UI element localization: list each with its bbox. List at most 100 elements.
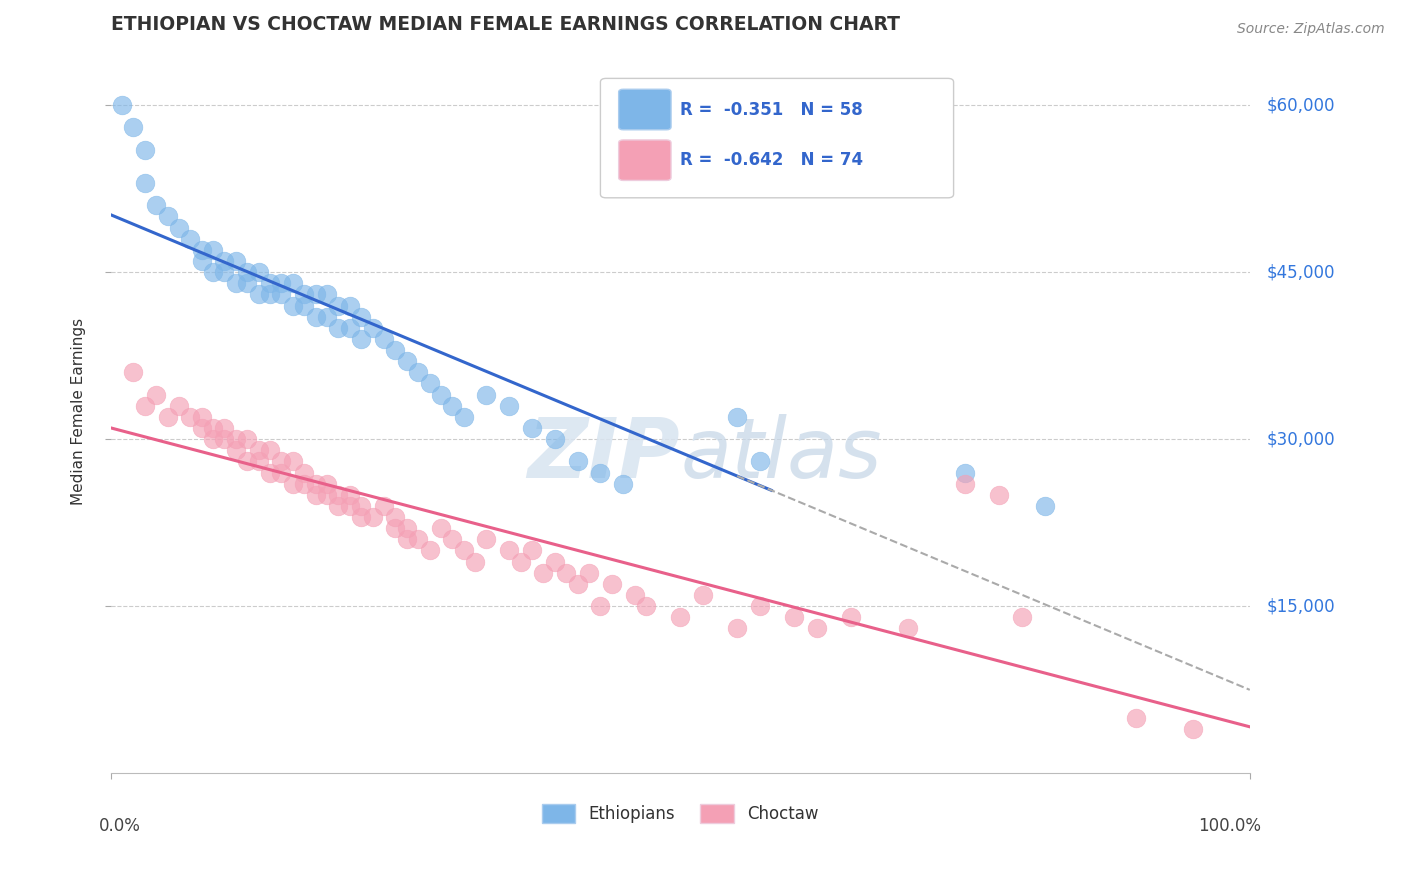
Point [339,320,361,334]
Point [236,265,259,279]
Point [578,566,600,580]
Point [1125,710,1147,724]
Text: ETHIOPIAN VS CHOCTAW MEDIAN FEMALE EARNINGS CORRELATION CHART: ETHIOPIAN VS CHOCTAW MEDIAN FEMALE EARNI… [111,15,900,34]
Point [214,254,236,268]
Point [748,454,770,468]
Point [259,287,281,301]
Point [202,243,225,257]
Point [419,543,441,558]
Point [270,277,292,291]
Point [544,555,567,569]
Point [441,399,464,413]
Point [395,354,418,368]
Point [167,399,190,413]
Point [430,521,453,535]
Point [190,421,212,435]
Text: R =  -0.351   N = 58: R = -0.351 N = 58 [681,101,863,119]
Point [361,320,384,334]
Point [259,443,281,458]
Point [190,254,212,268]
Point [304,310,326,324]
Point [134,176,156,190]
Legend: Ethiopians, Choctaw: Ethiopians, Choctaw [536,797,825,830]
Point [806,622,828,636]
Point [567,577,589,591]
Point [316,310,339,324]
Point [589,599,612,614]
Point [214,421,236,435]
Point [475,387,498,401]
Point [453,409,475,424]
Point [589,466,612,480]
Point [520,543,543,558]
Point [122,365,145,379]
Point [316,476,339,491]
Point [533,566,555,580]
Point [281,476,304,491]
Point [839,610,862,624]
Point [156,210,179,224]
Point [292,466,315,480]
Point [328,499,350,513]
Point [270,466,292,480]
Point [544,432,567,446]
Point [373,499,395,513]
Point [145,198,167,212]
Point [783,610,806,624]
Point [281,299,304,313]
Point [225,254,247,268]
Point [441,533,464,547]
Point [419,376,441,391]
Point [520,421,543,435]
Point [304,476,326,491]
Point [1033,499,1056,513]
Point [214,432,236,446]
Point [202,432,225,446]
Point [897,622,920,636]
Text: $60,000: $60,000 [1267,96,1336,114]
Text: 100.0%: 100.0% [1198,816,1261,835]
Point [292,299,315,313]
Point [225,443,247,458]
Point [304,488,326,502]
Point [304,287,326,301]
Point [339,299,361,313]
Point [600,577,623,591]
Point [236,432,259,446]
Point [555,566,578,580]
Point [725,622,748,636]
Point [202,421,225,435]
Point [464,555,486,569]
Y-axis label: Median Female Earnings: Median Female Earnings [72,318,86,505]
Text: $15,000: $15,000 [1267,597,1336,615]
Point [179,409,201,424]
Point [988,488,1011,502]
Point [692,588,714,602]
Point [406,365,429,379]
Point [225,277,247,291]
Point [498,399,520,413]
Point [384,521,406,535]
Point [270,454,292,468]
Point [247,265,270,279]
Text: 0.0%: 0.0% [100,816,141,835]
Point [247,287,270,301]
Point [350,499,373,513]
Point [281,277,304,291]
Point [190,243,212,257]
Point [316,287,339,301]
Point [122,120,145,135]
Point [395,533,418,547]
Point [328,488,350,502]
Point [384,510,406,524]
Point [509,555,531,569]
Point [475,533,498,547]
Point [725,409,748,424]
Point [259,277,281,291]
Point [316,488,339,502]
Point [1181,722,1204,736]
Point [179,232,201,246]
Point [145,387,167,401]
Point [292,476,315,491]
Point [567,454,589,468]
